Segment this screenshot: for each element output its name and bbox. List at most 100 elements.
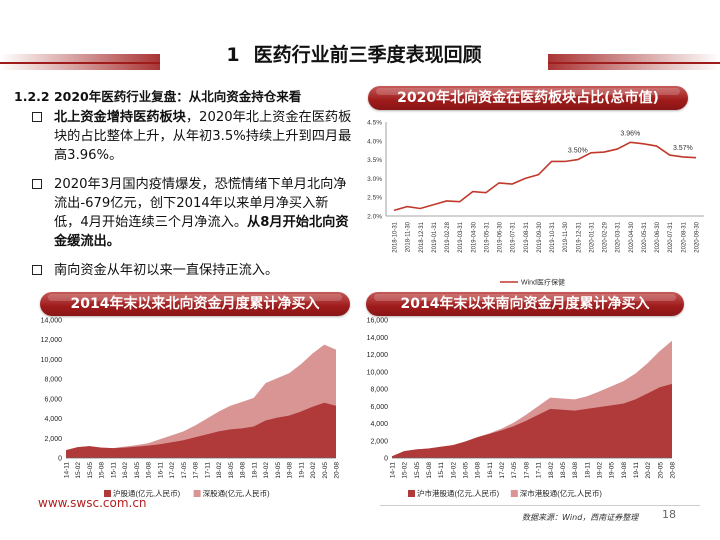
y-tick-label: 0 [58, 456, 62, 463]
y-tick-label: 12,000 [41, 337, 63, 344]
subsection-heading: 1.2.2 2020年医药行业复盘：从北向资金持仓来看 [14, 89, 302, 104]
x-tick-label: 2020-04-30 [629, 221, 635, 252]
x-tick-label: 17-08 [523, 462, 530, 479]
x-tick-label: 20-08 [334, 462, 341, 479]
x-tick-label: 17-05 [181, 462, 188, 479]
x-tick-label: 2018-10-31 [393, 221, 399, 252]
x-tick-label: 18-11 [251, 462, 258, 479]
legend-label: 深股通(亿元,人民币) [203, 488, 271, 498]
x-tick-label: 2019-09-30 [537, 221, 543, 252]
x-tick-label: 20-08 [670, 462, 677, 479]
x-tick-label: 2019-11-30 [563, 221, 569, 252]
y-tick-label: 4,000 [44, 416, 62, 423]
bullet-text: ，2020年北上资金在医药板块的占比整体上升，从年初3.5%持续上升到四月最高3… [54, 110, 352, 163]
x-tick-label: 15-02 [75, 462, 82, 479]
x-tick-label: 19-05 [609, 462, 616, 479]
x-tick-label: 18-08 [572, 462, 579, 479]
title-text: 医药行业前三季度表现回顾 [253, 44, 482, 66]
x-tick-label: 20-02 [310, 462, 317, 479]
x-tick-label: 16-08 [475, 462, 482, 479]
north-cumulative-area-chart: 0 2,000 4,000 6,000 8,000 10,000 12,000 14,000 1… [41, 318, 341, 499]
south-cumulative-area-chart: 0 2,000 4,000 6,000 8,000 10,000 12,000 14,000 1… [367, 318, 677, 499]
y-tick-label: 4.5% [367, 120, 382, 127]
section-number: 1 [226, 44, 240, 66]
bottom-right-chart-title: 2014年末以来南向资金月度累计净买入 [366, 292, 684, 316]
data-source: 数据来源：Wind，西南证券整理 [522, 513, 639, 522]
x-tick-label: 16-02 [450, 462, 457, 479]
x-tick-label: 20-02 [645, 462, 652, 479]
x-tick-label: 2018-12-31 [419, 221, 425, 252]
x-tick-label: 2019-05-31 [484, 221, 490, 252]
y-tick-label: 14,000 [41, 318, 63, 325]
x-tick-label: 15-08 [99, 462, 106, 479]
x-tick-label: 17-11 [204, 462, 211, 479]
x-tick-label: 2019-01-31 [432, 221, 438, 252]
legend-swatch [510, 490, 518, 497]
legend-label: 深市港股通(亿元,人民币) [520, 488, 603, 498]
page-number: 18 [662, 508, 676, 521]
x-tick-label: 2019-04-30 [471, 221, 477, 252]
footer-rule [380, 505, 700, 506]
page-title: 1 医药行业前三季度表现回顾 [160, 40, 548, 70]
x-tick-label: 18-02 [216, 462, 223, 479]
x-tick-label: 2019-10-31 [550, 221, 556, 252]
x-tick-label: 19-02 [263, 462, 270, 479]
x-tick-label: 20-05 [322, 462, 329, 479]
y-tick-label: 6,000 [370, 404, 388, 411]
x-tick-label: 16-08 [146, 462, 153, 479]
x-tick-label: 2020-03-31 [616, 221, 622, 252]
bullet-list: 北上资金增持医药板块，2020年北上资金在医药板块的占比整体上升，从年初3.5%… [32, 108, 352, 290]
x-tick-label: 2020-06-30 [655, 221, 661, 252]
area-series-1 [392, 383, 672, 458]
x-tick-label: 2018-11-30 [406, 221, 412, 252]
bullet-item: 南向资金从年初以来一直保持正流入。 [32, 261, 352, 280]
x-tick-label: 15-05 [87, 462, 94, 479]
x-tick-label: 14-11 [390, 462, 397, 479]
x-tick-label: 2019-06-30 [498, 221, 504, 252]
legend-label: Wind医疗保健 [521, 278, 565, 287]
bullet-text: 南向资金从年初以来一直保持正流入。 [54, 263, 279, 278]
bullet-item: 2020年3月国内疫情爆发，恐慌情绪下单月北向净流出-679亿元，创下2014年… [32, 175, 352, 251]
x-tick-label: 19-08 [287, 462, 294, 479]
x-tick-label: 2019-07-31 [511, 221, 517, 252]
x-tick-label: 15-05 [414, 462, 421, 479]
y-tick-label: 2,000 [44, 436, 62, 443]
y-tick-label: 6,000 [44, 396, 62, 403]
legend-label: 沪市港股通(亿元,人民币) [417, 488, 500, 498]
north-share-line-chart: 2.0% 2.5% 3.0% 3.5% 4.0% 4.5% 2018-10-31 2018-1… [367, 120, 704, 287]
x-tick-label: 2019-03-31 [458, 221, 464, 252]
x-tick-label: 19-02 [596, 462, 603, 479]
x-tick-label: 2019-12-31 [576, 221, 582, 252]
y-tick-label: 2.0% [367, 214, 382, 221]
x-tick-label: 18-05 [560, 462, 567, 479]
title-band-right-gradient [548, 54, 720, 70]
y-tick-label: 4,000 [370, 421, 388, 428]
y-tick-label: 14,000 [367, 335, 389, 342]
checkbox-bullet-icon [32, 179, 42, 189]
legend-swatch [193, 490, 201, 497]
data-label: 3.50% [568, 148, 588, 155]
x-tick-label: 19-08 [621, 462, 628, 479]
x-tick-label: 20-05 [657, 462, 664, 479]
y-tick-label: 3.0% [367, 176, 382, 183]
legend-swatch [104, 490, 111, 497]
bottom-left-chart-title: 2014年末以来北向资金月度累计净买入 [40, 292, 350, 316]
x-tick-label: 15-08 [426, 462, 433, 479]
x-tick-label: 2020-05-31 [642, 221, 648, 252]
y-tick-label: 16,000 [367, 318, 389, 325]
legend-label: 沪股通(亿元,人民币) [113, 488, 181, 498]
y-tick-label: 8,000 [370, 387, 388, 394]
y-tick-label: 12,000 [367, 352, 389, 359]
x-tick-label: 19-11 [633, 462, 640, 479]
data-label: 3.57% [673, 145, 693, 152]
y-tick-label: 4.0% [367, 138, 382, 145]
y-tick-label: 10,000 [367, 369, 389, 376]
x-tick-label: 17-05 [511, 462, 518, 479]
x-tick-label: 2020-08-31 [681, 221, 687, 252]
x-tick-label: 2019-02-28 [445, 221, 451, 252]
x-tick-label: 18-02 [548, 462, 555, 479]
bullet-item: 北上资金增持医药板块，2020年北上资金在医药板块的占比整体上升，从年初3.5%… [32, 108, 352, 165]
x-tick-label: 17-08 [193, 462, 200, 479]
website-link[interactable]: www.swsc.com.cn [38, 496, 147, 510]
checkbox-bullet-icon [32, 112, 42, 122]
